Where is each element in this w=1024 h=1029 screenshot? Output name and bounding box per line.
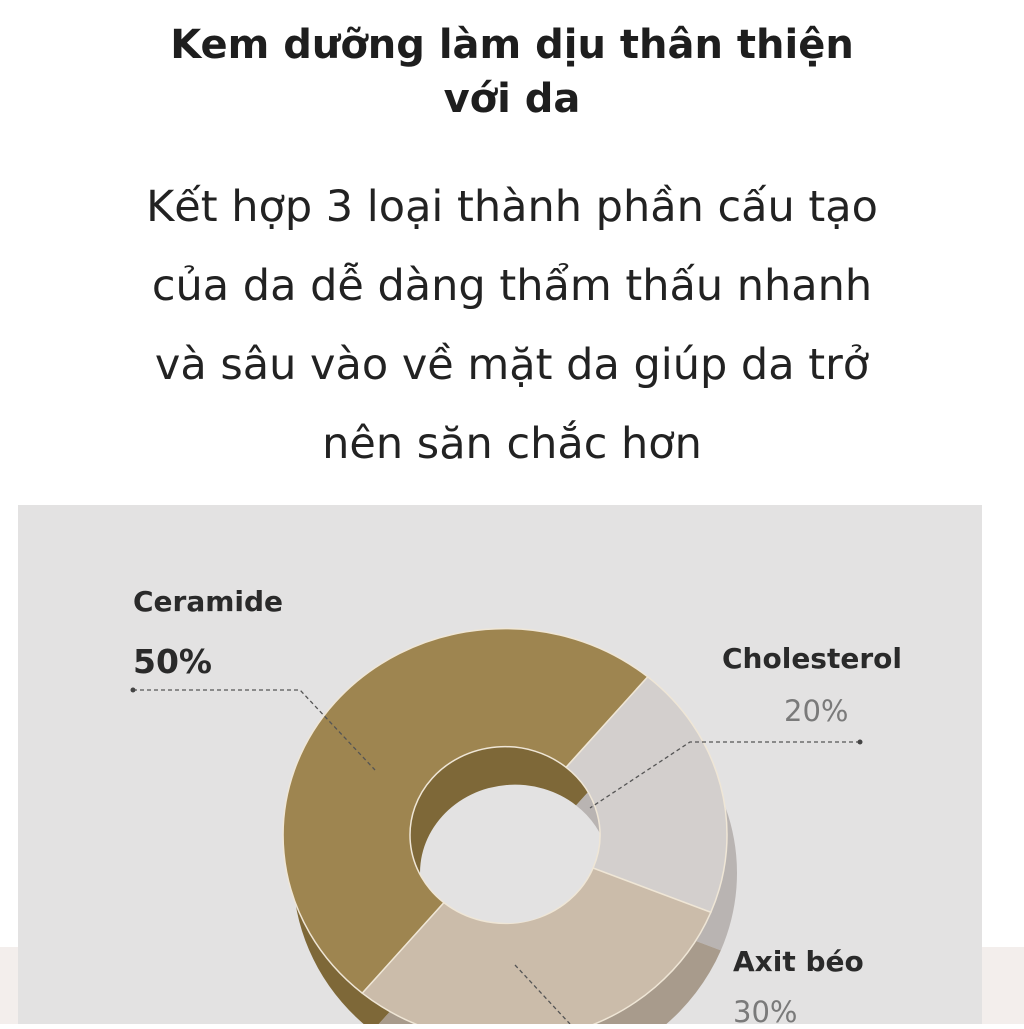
subtitle-line: nên săn chắc hơn: [322, 419, 702, 469]
title-line-2: với da: [443, 76, 581, 122]
label-cholesterol: Cholesterol: [722, 642, 902, 675]
leader-line-ceramide: [133, 689, 376, 771]
value-ceramide: 50%: [133, 642, 212, 681]
slice-ceramide: [282, 627, 649, 995]
slice-axit-béo: [361, 867, 712, 1024]
value-axit-beo: 30%: [733, 995, 798, 1029]
value-cholesterol: 20%: [784, 694, 849, 728]
leader-line-cholesterol: [589, 741, 860, 809]
subtitle-line: của da dễ dàng thẩm thấu nhanh: [151, 261, 873, 311]
page-title: Kem dưỡng làm dịu thân thiện với da: [0, 18, 1024, 126]
subtitle: Kết hợp 3 loại thành phần cấu tạo của da…: [0, 168, 1024, 484]
title-line-1: Kem dưỡng làm dịu thân thiện: [170, 22, 854, 68]
leader-dot: [130, 687, 136, 693]
subtitle-line: và sâu vào về mặt da giúp da trở: [154, 340, 870, 390]
leader-dot: [857, 739, 863, 745]
label-axit-beo: Axit béo: [733, 945, 864, 978]
slice-cholesterol: [564, 675, 728, 914]
donut-hole: [440, 797, 580, 923]
subtitle-line: Kết hợp 3 loại thành phần cấu tạo: [146, 182, 878, 232]
label-ceramide: Ceramide: [133, 585, 284, 618]
